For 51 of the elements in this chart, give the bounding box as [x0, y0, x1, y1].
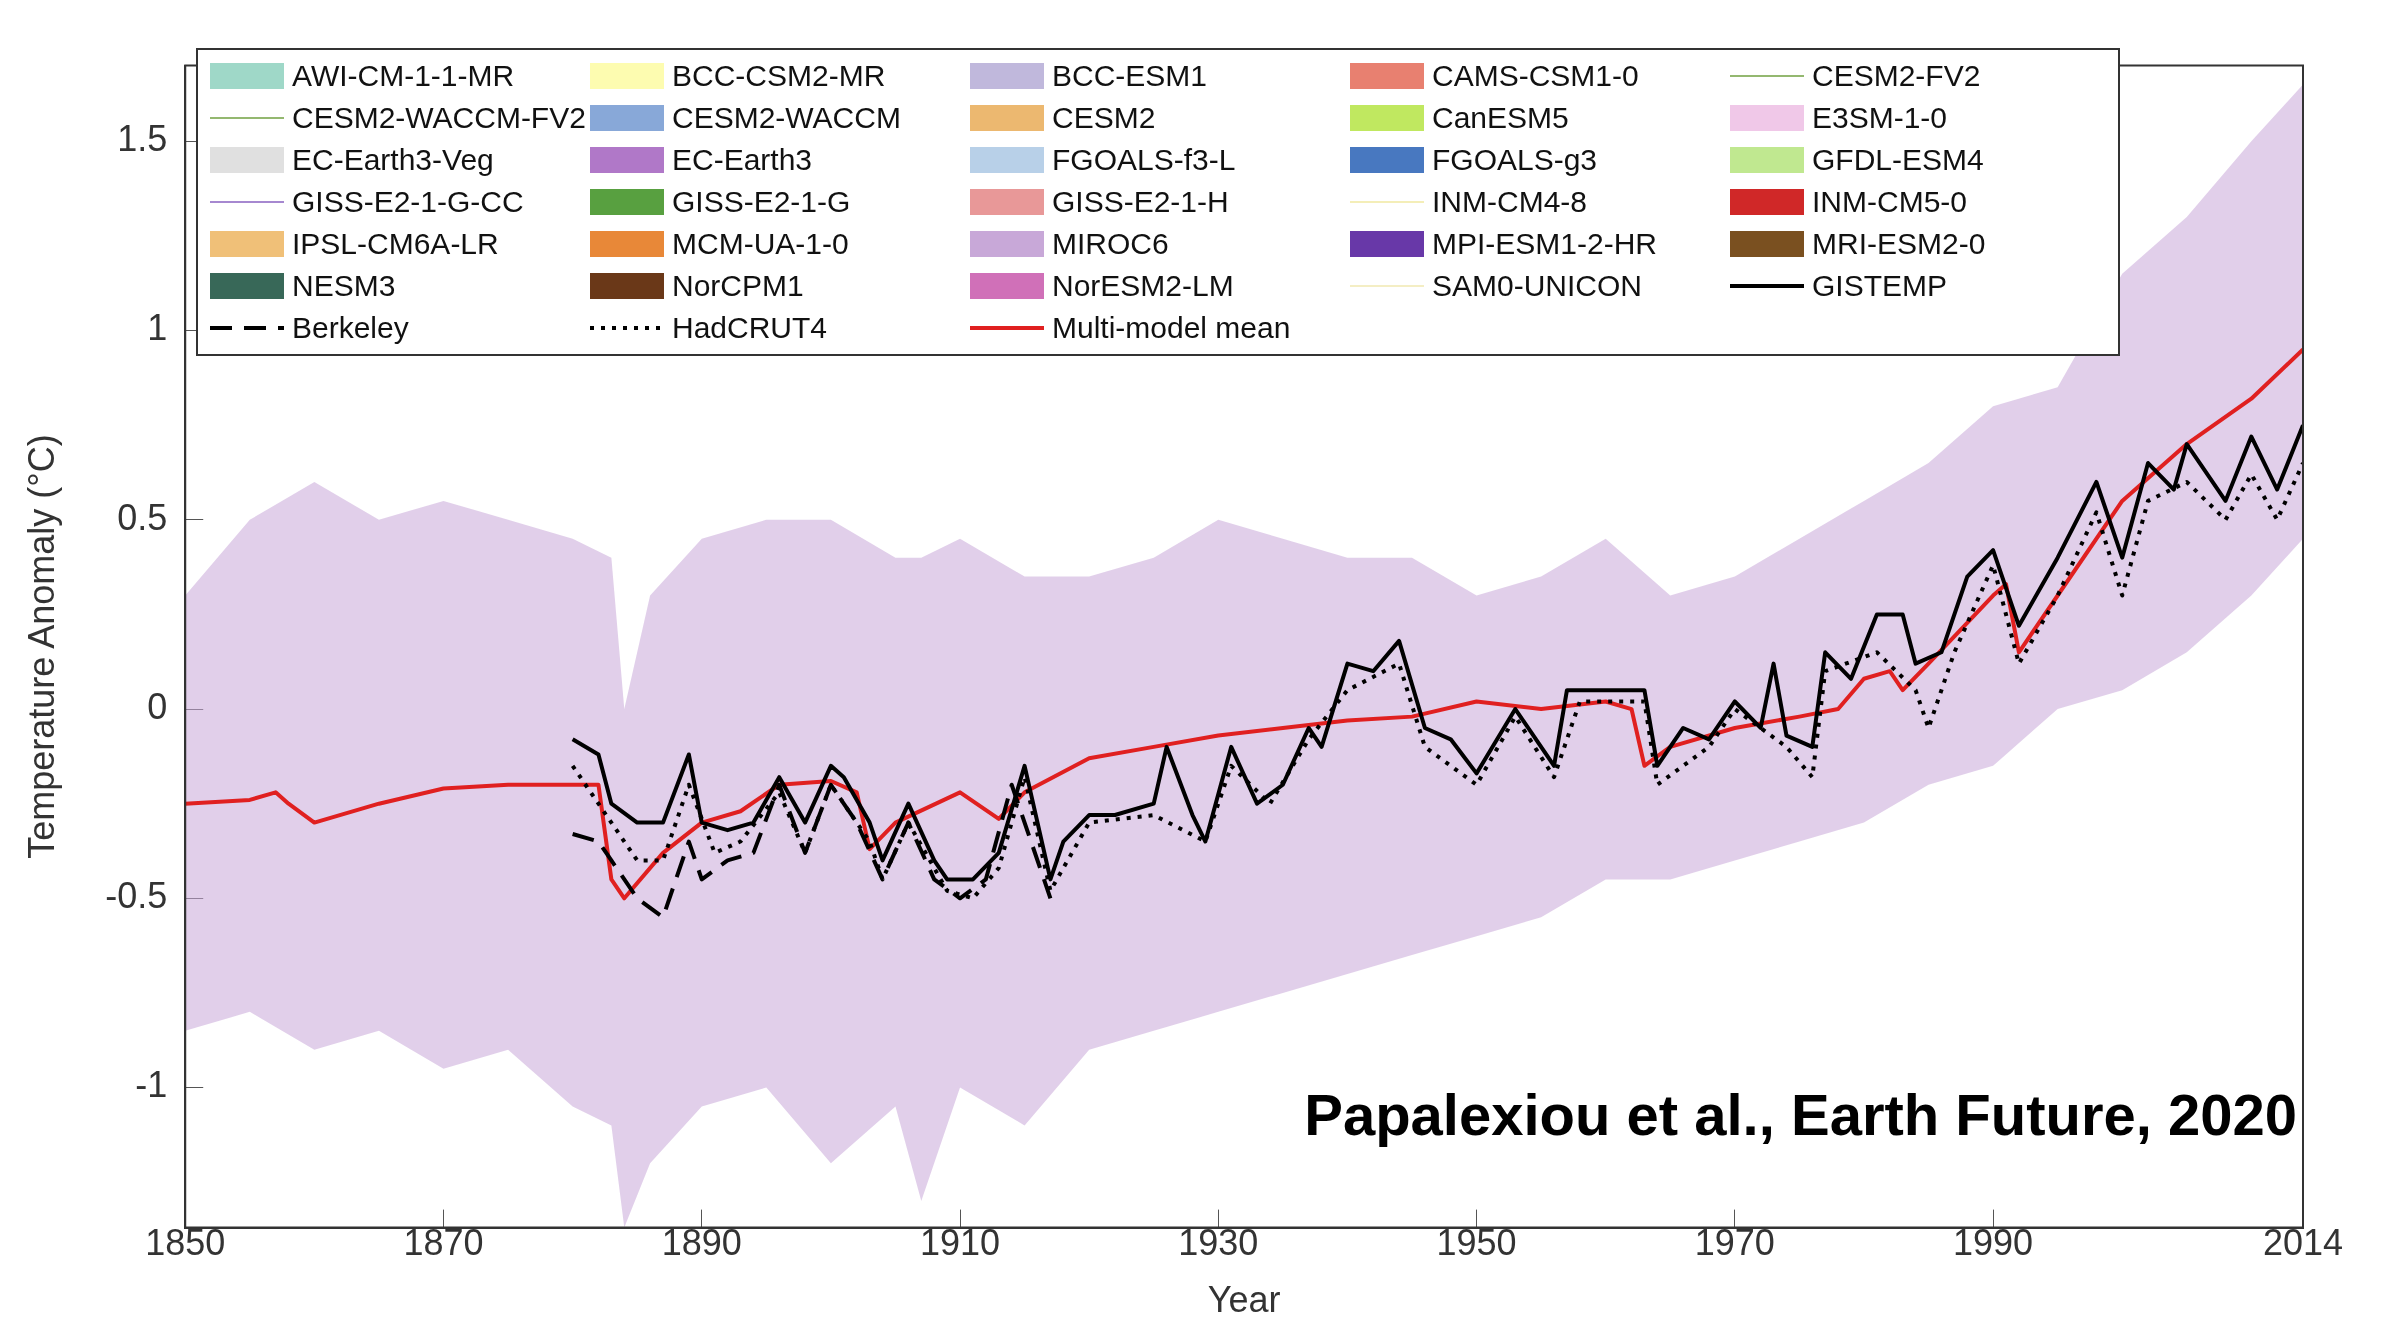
x-tick-label: 1910 — [919, 1222, 1001, 1264]
x-tick-label: 1870 — [403, 1222, 484, 1264]
legend-label: FGOALS-f3-L — [1052, 143, 1236, 177]
legend-label: NorESM2-LM — [1052, 269, 1234, 303]
legend-label: E3SM-1-0 — [1812, 101, 1948, 135]
legend-label: Multi-model mean — [1052, 311, 1291, 345]
legend-label: CAMS-CSM1-0 — [1432, 59, 1639, 93]
legend-label: EC-Earth3 — [672, 143, 813, 177]
legend-label: GISS-E2-1-G-CC — [292, 185, 524, 219]
legend-label: MRI-ESM2-0 — [1812, 227, 1986, 261]
y-tick-label: 0.5 — [117, 496, 168, 538]
legend-label: EC-Earth3-Veg — [292, 143, 494, 177]
legend-label: CESM2-WACCM-FV2 — [292, 101, 586, 135]
legend-label: FGOALS-g3 — [1432, 143, 1598, 177]
legend-label: MPI-ESM1-2-HR — [1432, 227, 1658, 261]
legend-label: MCM-UA-1-0 — [672, 227, 849, 261]
legend-label: INM-CM5-0 — [1812, 185, 1967, 219]
x-tick-label: 2014 — [2262, 1222, 2344, 1264]
annotation: Papalexiou et al., Earth Future, 2020 — [1304, 1081, 2297, 1147]
legend-label: GISS-E2-1-G — [672, 185, 851, 219]
legend-label: CESM2 — [1052, 101, 1156, 135]
legend-label: NorCPM1 — [672, 269, 804, 303]
legend-label: GISTEMP — [1812, 269, 1948, 303]
x-tick-label: 1970 — [1694, 1222, 1775, 1264]
legend-label: Berkeley — [292, 311, 409, 345]
legend-label: CESM2-FV2 — [1812, 59, 1981, 93]
x-tick-label: 1890 — [661, 1222, 742, 1264]
y-axis-title: Temperature Anomaly (°C) — [20, 434, 62, 859]
x-tick-label: 1950 — [1436, 1222, 1517, 1264]
y-tick-label: 1 — [147, 307, 168, 349]
legend-label: CanESM5 — [1432, 101, 1569, 135]
legend-label: GFDL-ESM4 — [1812, 143, 1984, 177]
legend-label: NESM3 — [292, 269, 396, 303]
legend-label: CESM2-WACCM — [672, 101, 901, 135]
x-tick-label: 1930 — [1178, 1222, 1259, 1264]
x-axis-title: Year — [1207, 1279, 1281, 1321]
legend-label: HadCRUT4 — [672, 311, 828, 345]
y-tick-label: -1 — [135, 1064, 168, 1106]
y-tick-label: -0.5 — [105, 875, 168, 917]
legend-label: INM-CM4-8 — [1432, 185, 1587, 219]
legend-label: IPSL-CM6A-LR — [292, 227, 499, 261]
legend-label: AWI-CM-1-1-MR — [292, 59, 515, 93]
y-tick-label: 1.5 — [117, 118, 168, 160]
legend-label: MIROC6 — [1052, 227, 1169, 261]
legend-label: BCC-CSM2-MR — [672, 59, 886, 93]
x-tick-label: 1850 — [145, 1222, 226, 1264]
legend-label: SAM0-UNICON — [1432, 269, 1643, 303]
legend-label: GISS-E2-1-H — [1052, 185, 1229, 219]
legend-label: BCC-ESM1 — [1052, 59, 1208, 93]
y-tick-label: 0 — [147, 685, 168, 727]
x-tick-label: 1990 — [1953, 1222, 2034, 1264]
